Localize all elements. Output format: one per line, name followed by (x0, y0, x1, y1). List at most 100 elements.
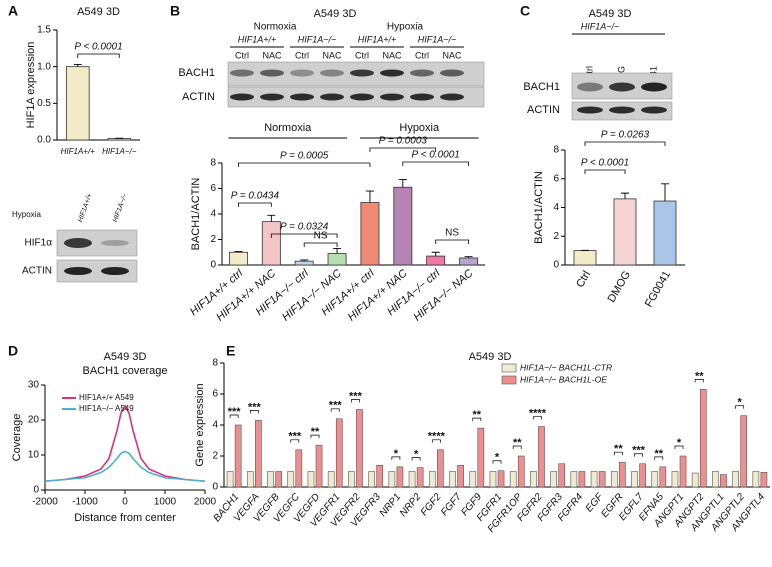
blot-band (440, 93, 464, 101)
bar (550, 471, 557, 488)
p-value: P = 0.0005 (280, 151, 329, 162)
blot-lane: HIF1A−/− (112, 193, 129, 224)
bracket (290, 439, 300, 443)
bar (573, 250, 597, 266)
bracket (584, 141, 666, 146)
error-bar (661, 183, 669, 202)
p-value: P < 0.0001 (581, 158, 629, 169)
panel-label: A (8, 3, 18, 19)
blot-band (230, 93, 254, 101)
bar (538, 426, 545, 488)
significance: ** (654, 448, 663, 460)
bar (732, 471, 739, 488)
blot-band (230, 69, 254, 77)
legend-swatch (501, 363, 517, 373)
bar (639, 463, 646, 488)
blot-lane: Ctrl (415, 50, 429, 60)
bar (619, 461, 626, 488)
x-tick-label: 1000 (154, 497, 177, 508)
x-axis-label: Distance from center (74, 512, 176, 524)
bar (740, 415, 748, 488)
y-axis-label: HIF1A expression (25, 42, 37, 129)
bar (631, 471, 638, 488)
bracket (492, 460, 502, 464)
bar (315, 444, 323, 488)
bracket (391, 456, 401, 460)
bar (267, 471, 274, 488)
blot-lane: NAC (322, 50, 342, 60)
bar (578, 471, 586, 488)
error-bar (267, 214, 276, 222)
bar (426, 255, 446, 266)
bracket (634, 453, 643, 457)
bracket (238, 202, 272, 207)
x-tick-label: Ctrl (574, 269, 593, 290)
y-tick-label: 2 (212, 451, 218, 462)
significance: *** (228, 406, 242, 418)
bar (598, 471, 606, 488)
y-tick-label: 4 (553, 202, 559, 213)
significance: ** (614, 443, 623, 455)
bar (261, 221, 281, 266)
p-value: P < 0.0001 (412, 150, 460, 161)
y-tick-label: 10 (28, 450, 40, 461)
y-axis-label: Coverage (11, 414, 23, 462)
panel-label: B (170, 3, 180, 19)
significance: *** (329, 400, 343, 412)
bar (428, 471, 436, 488)
blot-band (609, 106, 635, 114)
y-tick-label: 6 (212, 389, 218, 400)
bar (356, 409, 363, 488)
y-tick-label: 0 (212, 482, 218, 493)
bar (287, 471, 295, 488)
bar (368, 471, 375, 488)
y-tick-label: 1.0 (37, 61, 51, 72)
error-bar (333, 247, 342, 254)
blot-band (350, 93, 374, 101)
bracket (330, 408, 340, 412)
y-tick-label: 4 (210, 209, 216, 220)
blot-row: BACH1 (523, 81, 560, 93)
blot-group: Hypoxia (387, 22, 424, 33)
bar (307, 471, 315, 488)
p-value: P = 0.0003 (379, 136, 428, 147)
blot-row: ACTIN (527, 104, 560, 116)
bar (437, 449, 444, 488)
x-tick-label: NRP2 (398, 491, 424, 519)
bar (469, 471, 477, 488)
ns-label: NS (445, 228, 459, 239)
blot-band (609, 82, 635, 92)
blot-lane: NAC (262, 50, 282, 60)
significance: * (738, 397, 743, 409)
error-bar (464, 256, 473, 258)
blot-band (64, 238, 92, 248)
x-tick-label: HIF1A−/− NAC (411, 267, 475, 323)
significance: *** (288, 431, 302, 443)
bar (558, 463, 566, 488)
significance: ** (311, 426, 320, 438)
bar (477, 427, 485, 488)
y-axis-label: BACH1/ACTIN (190, 178, 202, 251)
blot-genotype: HIF1A−/− (298, 34, 337, 44)
x-tick-label: FG0041 (643, 269, 673, 309)
error-bar (234, 251, 243, 253)
x-tick-label: DMOG (606, 269, 634, 305)
error-bar (621, 192, 629, 199)
bar (590, 471, 598, 488)
p-value: P = 0.0263 (601, 130, 650, 141)
bracket (351, 399, 360, 403)
blot-band (641, 82, 667, 92)
x-tick-label: FGF7 (439, 491, 464, 518)
y-axis-label: BACH1/ACTIN (533, 171, 545, 244)
y-tick-label: 6 (553, 173, 559, 184)
significance: * (394, 448, 399, 460)
bracket (431, 439, 441, 443)
bar (327, 253, 347, 266)
blot-lane: Ctrl (295, 50, 309, 60)
blot-band (410, 69, 434, 77)
error-bar (398, 179, 407, 188)
bar (679, 455, 687, 488)
blot-lane: Ctrl (355, 50, 369, 60)
bracket (472, 417, 482, 422)
bar (613, 198, 637, 266)
